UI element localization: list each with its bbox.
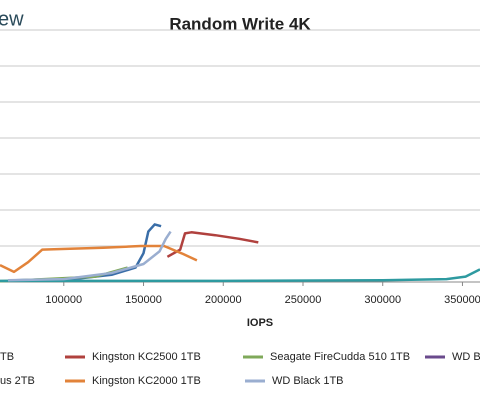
legend-label: us 2TB — [0, 375, 35, 387]
x-tick-label: 200000 — [205, 294, 242, 306]
series-line — [166, 231, 259, 258]
legend-label: Kingston KC2000 1TB — [92, 375, 201, 387]
series-line — [0, 268, 480, 283]
legend-label: Kingston KC2500 1TB — [92, 351, 201, 363]
chart-title: Random Write 4K — [169, 14, 311, 33]
legend-label: WD Black 1TB — [272, 375, 344, 387]
series-line — [7, 230, 172, 282]
x-axis-title: IOPS — [247, 317, 273, 329]
legend-label: WD B — [452, 351, 480, 363]
x-tick-label: 300000 — [364, 294, 401, 306]
x-tick-label: 250000 — [285, 294, 322, 306]
x-tick-label: 100000 — [45, 294, 82, 306]
logo: ew — [0, 8, 24, 30]
x-tick-label: 150000 — [125, 294, 162, 306]
legend-label: TB — [0, 351, 14, 363]
series-line — [0, 244, 198, 274]
legend-label: Seagate FireCudda 510 1TB — [270, 351, 410, 363]
x-tick-label: 350000 — [444, 294, 480, 306]
